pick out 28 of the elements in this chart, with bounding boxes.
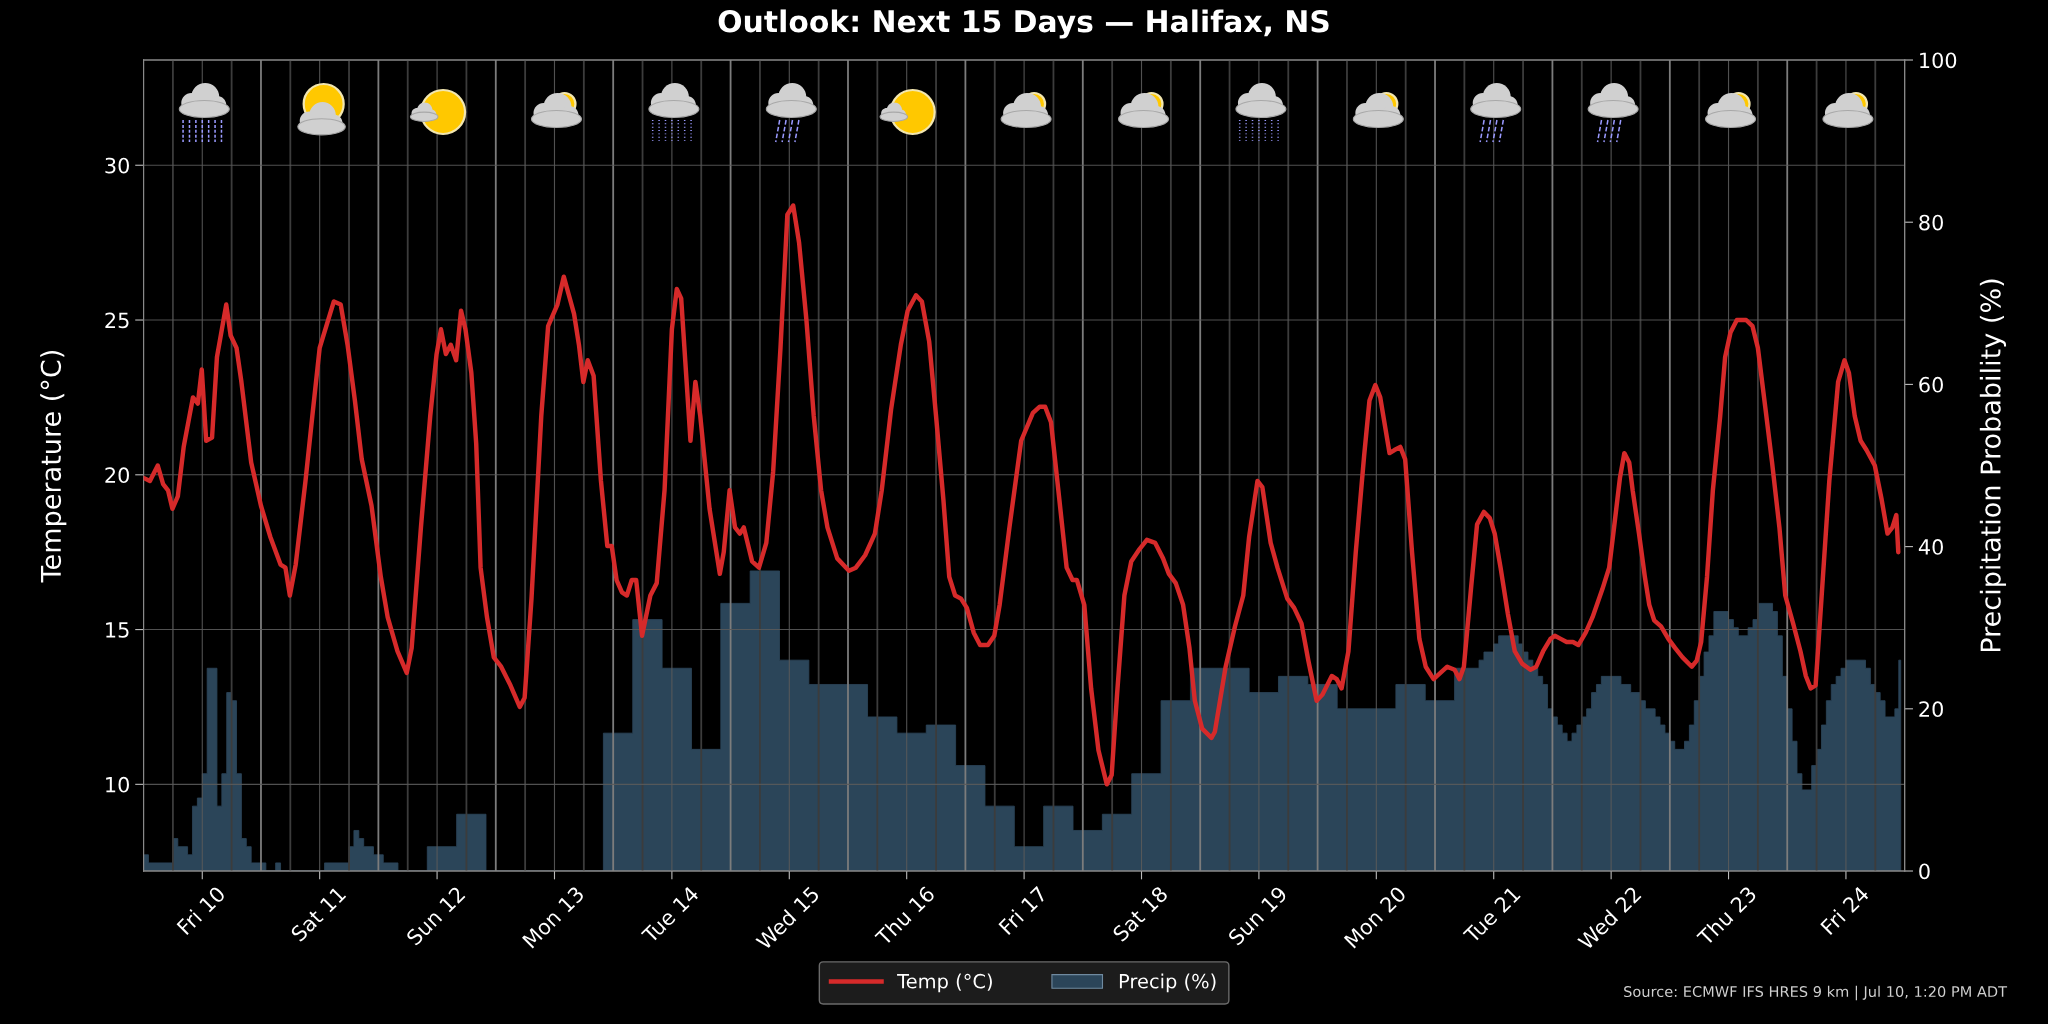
y2-tick-label: 60 (1919, 376, 1943, 393)
chart-title: Outlook: Next 15 Days — Halifax, NS (718, 9, 1329, 39)
x-tick-label: Tue 21 (1462, 885, 1521, 945)
y-tick-label: 15 (106, 622, 129, 638)
x-tick-label: Sun 12 (405, 885, 466, 947)
y2-axis-title: Precipitation Probability (%) (1979, 279, 2007, 652)
y-axis-title: Temperature (°C) (40, 350, 67, 583)
x-tick-label: Fri 10 (176, 885, 227, 936)
y2-tick-label: 20 (1919, 701, 1943, 718)
x-tick-label: Fri 24 (1819, 885, 1870, 935)
legend-label: Temp (°C) (897, 973, 992, 993)
y-tick-label: 20 (105, 467, 129, 484)
y2-tick-label: 40 (1918, 539, 1943, 555)
x-tick-label: Sun 19 (1227, 885, 1288, 947)
x-tick-label: Thu 23 (1695, 885, 1758, 947)
x-tick-label: Sat 18 (1111, 885, 1169, 943)
x-tick-label: Fri 17 (997, 885, 1048, 935)
y2-tick-label: 80 (1919, 214, 1943, 231)
y2-tick-label: 100 (1920, 52, 1957, 69)
source-note: Source: ECMWF IFS HRES 9 km | Jul 10, 1:20 PM ADT (1624, 985, 2008, 1001)
legend-label: Precip (%) (1119, 973, 1216, 993)
y2-tick-label: 0 (1919, 863, 1930, 880)
y-tick-label: 30 (105, 157, 129, 174)
y-tick-label: 25 (105, 312, 129, 329)
y-tick-label: 10 (106, 776, 129, 793)
x-tick-label: Tue 14 (640, 885, 700, 945)
x-tick-label: Thu 16 (873, 885, 936, 947)
x-tick-label: Sat 11 (289, 885, 347, 943)
